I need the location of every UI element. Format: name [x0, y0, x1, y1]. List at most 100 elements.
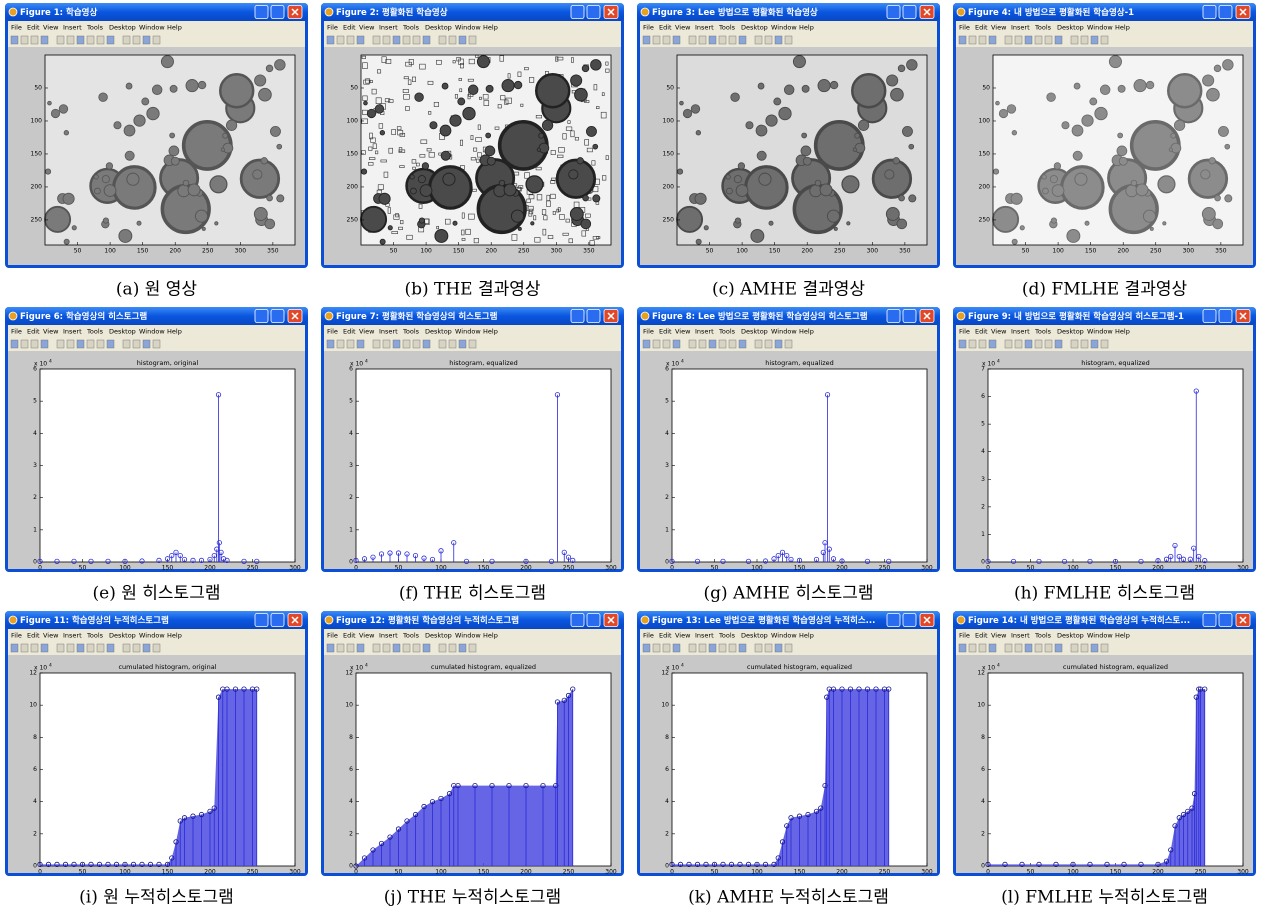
caption: (j) THE 누적히스토그램 — [384, 888, 561, 908]
y-tick-label: 200 — [663, 183, 675, 190]
image-blob — [1223, 60, 1234, 71]
exponent-power: 4 — [365, 359, 368, 365]
menu-item: Tools — [718, 24, 736, 32]
image-blob — [756, 125, 767, 136]
menu-item: Window — [1087, 632, 1113, 640]
image-blob — [45, 207, 70, 232]
toolbar-icon — [337, 36, 344, 44]
toolbar-icon — [97, 340, 104, 348]
toolbar-icon — [143, 36, 150, 44]
menu-item: Desktop — [741, 24, 768, 32]
y-tick-label: 0 — [349, 863, 353, 870]
toolbar-icon — [1091, 340, 1098, 348]
image-blob — [152, 85, 162, 95]
y-tick-label: 6 — [981, 766, 985, 773]
toolbar-icon — [765, 36, 772, 44]
image-blob — [198, 81, 206, 89]
y-tick-label: 50 — [666, 84, 674, 91]
image-blob — [1072, 125, 1083, 136]
minimize-button — [255, 6, 268, 19]
image-blob — [420, 185, 432, 197]
image-blob — [757, 151, 766, 160]
image-blob — [853, 148, 856, 151]
image-blob — [261, 158, 268, 165]
y-tick-label: 5 — [349, 398, 353, 405]
toolbar-icon — [87, 644, 94, 652]
image-blob — [254, 208, 267, 221]
toolbar-icon — [765, 340, 772, 348]
toolbar-icon — [21, 340, 28, 348]
maximize-button — [1219, 614, 1232, 627]
menu-item: Insert — [63, 328, 82, 336]
menu-item: Tools — [1034, 24, 1052, 32]
x-tick-label: 150 — [1085, 248, 1097, 255]
y-tick-label: 2 — [981, 503, 985, 510]
image-blob — [735, 218, 740, 223]
toolbar-icon — [373, 36, 380, 44]
image-blob — [855, 143, 865, 153]
x-tick-label: 100 — [1052, 248, 1064, 255]
x-tick-label: 250 — [247, 869, 259, 876]
image-blob — [815, 180, 821, 186]
caption: (d) FMLHE 결과영상 — [1022, 280, 1188, 300]
y-tick-label: 2 — [33, 494, 37, 501]
image-blob — [514, 81, 522, 89]
caption: (a) 원 영상 — [116, 280, 197, 300]
toolbar-icon — [1071, 340, 1078, 348]
toolbar-icon — [1025, 644, 1032, 652]
y-tick-label: 3 — [33, 462, 37, 469]
image-blob — [537, 148, 540, 151]
menu-item: Insert — [1011, 328, 1030, 336]
y-tick-label: 8 — [665, 734, 669, 741]
image-blob — [51, 109, 59, 117]
y-tick-label: 0 — [665, 559, 669, 566]
plot-title: cumulated histogram, equalized — [747, 663, 852, 671]
menu-item: File — [959, 328, 970, 336]
toolbar-icon — [989, 36, 996, 44]
y-tick-label: 250 — [347, 216, 359, 223]
x-tick-label: 250 — [1195, 565, 1207, 572]
toolbar-icon — [1035, 36, 1042, 44]
image-blob — [593, 195, 600, 202]
image-blob — [106, 163, 113, 170]
image-blob — [842, 176, 859, 193]
toolbar-icon — [143, 340, 150, 348]
menu-item: File — [11, 328, 22, 336]
toolbar-icon — [413, 36, 420, 44]
image-blob — [586, 126, 596, 136]
x-tick-label: 200 — [801, 248, 813, 255]
x-tick-label: 50 — [1027, 869, 1035, 876]
y-tick-label: 8 — [981, 734, 985, 741]
x-tick-label: 0 — [670, 565, 674, 572]
toolbar-icon — [709, 340, 716, 348]
image-blob — [680, 101, 684, 105]
y-tick-label: 6 — [665, 766, 669, 773]
menu-item: File — [959, 24, 970, 32]
image-blob — [410, 175, 414, 179]
toolbar-icon — [133, 340, 140, 348]
image-blob — [450, 115, 461, 126]
image-blob — [1213, 219, 1223, 229]
image-blob — [801, 146, 811, 156]
axes-background — [988, 369, 1243, 562]
x-tick-label: 50 — [74, 248, 82, 255]
window-icon — [641, 312, 649, 320]
image-blob — [539, 133, 544, 138]
menu-item: Tools — [1034, 632, 1052, 640]
y-tick-label: 200 — [31, 183, 43, 190]
x-tick-label: 200 — [204, 565, 216, 572]
toolbar-icon — [31, 340, 38, 348]
exponent-power: 4 — [365, 663, 368, 669]
image-blob — [147, 107, 159, 119]
plot-title: histogram, original — [137, 359, 199, 367]
menu-item: Help — [1115, 632, 1130, 640]
image-blob — [253, 170, 262, 179]
minimize-button — [887, 310, 900, 323]
y-tick-label: 5 — [665, 398, 669, 405]
window-icon — [325, 8, 333, 16]
menu-item: Help — [1115, 24, 1130, 32]
toolbar-icon — [699, 36, 706, 44]
menu-item: Desktop — [425, 632, 452, 640]
menu-item: View — [359, 24, 375, 32]
image-blob — [380, 130, 385, 135]
